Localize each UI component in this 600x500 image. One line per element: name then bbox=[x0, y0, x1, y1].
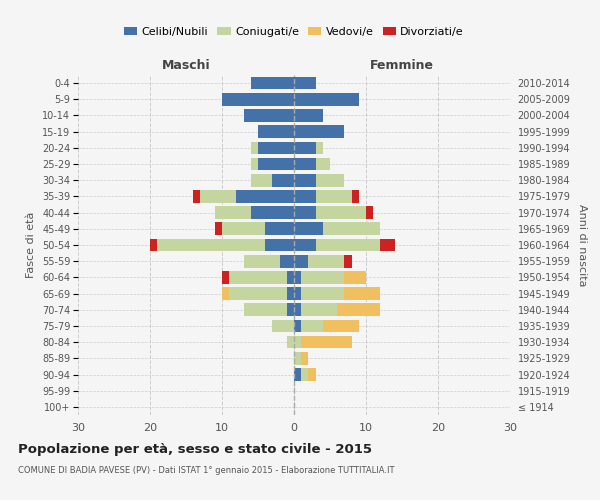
Bar bbox=[366, 206, 373, 219]
Bar bbox=[294, 158, 316, 170]
Bar bbox=[316, 206, 366, 219]
Bar bbox=[352, 190, 359, 202]
Bar bbox=[294, 352, 301, 364]
Bar bbox=[222, 271, 229, 283]
Bar bbox=[301, 304, 337, 316]
Bar bbox=[294, 368, 301, 381]
Bar bbox=[215, 206, 251, 219]
Bar bbox=[244, 255, 280, 268]
Bar bbox=[316, 174, 344, 186]
Bar bbox=[258, 142, 294, 154]
Text: COMUNE DI BADIA PAVESE (PV) - Dati ISTAT 1° gennaio 2015 - Elaborazione TUTTITAL: COMUNE DI BADIA PAVESE (PV) - Dati ISTAT… bbox=[18, 466, 395, 475]
Bar bbox=[265, 222, 294, 235]
Bar bbox=[337, 304, 380, 316]
Bar bbox=[280, 255, 294, 268]
Y-axis label: Fasce di età: Fasce di età bbox=[26, 212, 37, 278]
Bar bbox=[294, 93, 359, 106]
Bar bbox=[294, 255, 308, 268]
Bar bbox=[287, 304, 294, 316]
Bar bbox=[287, 271, 294, 283]
Bar bbox=[272, 174, 294, 186]
Bar bbox=[294, 126, 344, 138]
Bar bbox=[294, 174, 316, 186]
Bar bbox=[316, 142, 323, 154]
Text: Maschi: Maschi bbox=[161, 59, 211, 72]
Bar bbox=[215, 222, 222, 235]
Bar bbox=[294, 336, 301, 348]
Bar bbox=[236, 190, 294, 202]
Bar bbox=[251, 174, 272, 186]
Bar bbox=[229, 288, 287, 300]
Bar bbox=[316, 190, 352, 202]
Y-axis label: Anni di nascita: Anni di nascita bbox=[577, 204, 587, 286]
Bar bbox=[251, 158, 258, 170]
Bar bbox=[258, 158, 294, 170]
Bar bbox=[272, 320, 294, 332]
Bar bbox=[301, 271, 344, 283]
Bar bbox=[294, 109, 323, 122]
Bar bbox=[323, 222, 380, 235]
Bar bbox=[222, 93, 294, 106]
Bar bbox=[323, 320, 359, 332]
Bar bbox=[150, 238, 157, 252]
Bar bbox=[258, 126, 294, 138]
Bar bbox=[287, 336, 294, 348]
Bar bbox=[301, 352, 308, 364]
Bar bbox=[222, 222, 265, 235]
Bar bbox=[301, 336, 352, 348]
Bar bbox=[316, 158, 330, 170]
Bar bbox=[344, 271, 366, 283]
Bar bbox=[294, 304, 301, 316]
Bar bbox=[157, 238, 265, 252]
Bar bbox=[244, 304, 287, 316]
Bar bbox=[301, 320, 323, 332]
Bar bbox=[222, 288, 229, 300]
Bar bbox=[294, 288, 301, 300]
Bar bbox=[294, 206, 316, 219]
Bar bbox=[294, 190, 316, 202]
Bar bbox=[244, 109, 294, 122]
Text: Popolazione per età, sesso e stato civile - 2015: Popolazione per età, sesso e stato civil… bbox=[18, 442, 372, 456]
Bar bbox=[301, 288, 344, 300]
Text: Femmine: Femmine bbox=[370, 59, 434, 72]
Bar bbox=[294, 320, 301, 332]
Bar bbox=[294, 222, 323, 235]
Bar bbox=[193, 190, 200, 202]
Bar bbox=[294, 142, 316, 154]
Bar bbox=[294, 271, 301, 283]
Bar bbox=[251, 77, 294, 90]
Bar bbox=[200, 190, 236, 202]
Bar bbox=[251, 142, 258, 154]
Bar bbox=[287, 288, 294, 300]
Bar bbox=[251, 206, 294, 219]
Legend: Celibi/Nubili, Coniugati/e, Vedovi/e, Divorziati/e: Celibi/Nubili, Coniugati/e, Vedovi/e, Di… bbox=[119, 23, 469, 42]
Bar bbox=[294, 77, 316, 90]
Bar bbox=[265, 238, 294, 252]
Bar bbox=[308, 255, 344, 268]
Bar bbox=[344, 288, 380, 300]
Bar bbox=[301, 368, 308, 381]
Bar bbox=[229, 271, 287, 283]
Bar bbox=[308, 368, 316, 381]
Bar bbox=[294, 238, 316, 252]
Bar bbox=[380, 238, 395, 252]
Bar bbox=[344, 255, 352, 268]
Bar bbox=[316, 238, 380, 252]
